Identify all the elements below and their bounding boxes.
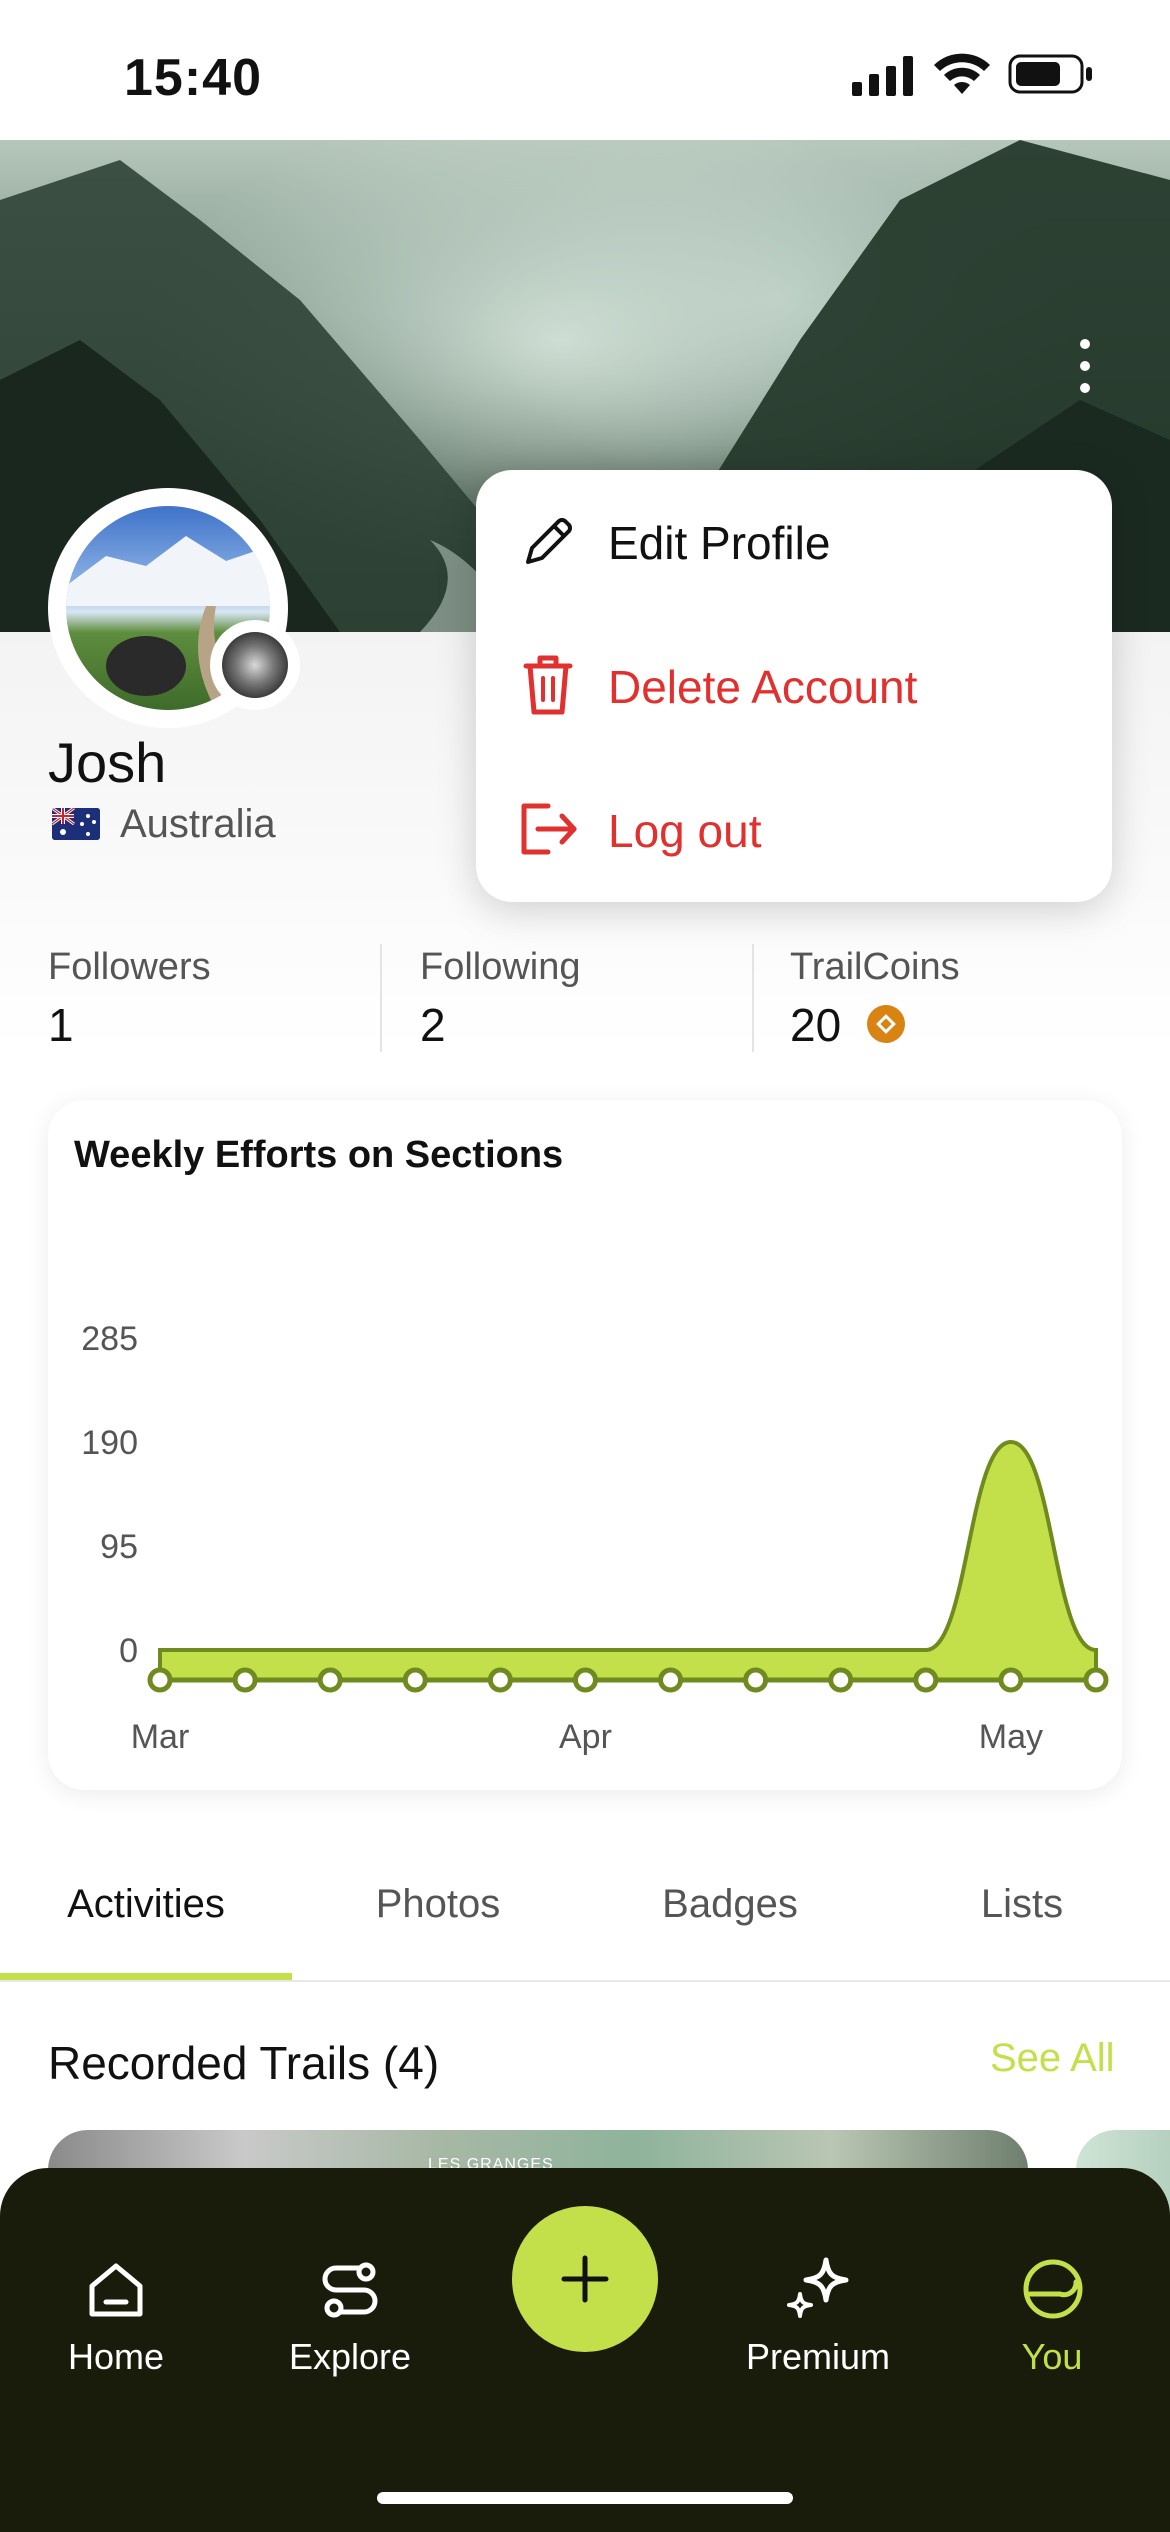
x-tick-label: Apr — [559, 1718, 612, 1756]
chart-point[interactable] — [913, 1667, 939, 1693]
more-options-icon[interactable] — [1070, 336, 1100, 396]
chart-point[interactable] — [402, 1667, 428, 1693]
australia-flag-icon — [52, 808, 100, 840]
battery-icon — [1008, 54, 1092, 94]
plus-icon — [561, 2255, 609, 2303]
helmet-you-icon[interactable] — [1020, 2256, 1086, 2322]
explore-route-icon[interactable] — [318, 2258, 382, 2322]
home-icon[interactable] — [84, 2258, 148, 2322]
vehicle-badge — [222, 632, 288, 698]
logout-icon — [521, 803, 577, 855]
recorded-trails-title: Recorded Trails (4) — [48, 2037, 440, 2089]
nav-premium-label[interactable]: Premium — [745, 2336, 891, 2377]
x-tick-label: Mar — [131, 1718, 190, 1756]
chart-point[interactable] — [317, 1667, 343, 1693]
pencil-icon — [526, 518, 572, 564]
avatar[interactable] — [66, 506, 270, 710]
add-button[interactable] — [512, 2206, 658, 2352]
following-count[interactable]: 2 — [420, 999, 446, 1051]
tabs-divider — [0, 1980, 1170, 1982]
chart-point[interactable] — [828, 1667, 854, 1693]
profile-options-menu: Edit Profile Delete Account Log out — [476, 470, 1112, 902]
see-all-link[interactable]: See All — [990, 2036, 1115, 2080]
nav-you-label[interactable]: You — [1021, 2336, 1083, 2377]
chart-point[interactable] — [743, 1667, 769, 1693]
edit-profile-menu-item[interactable]: Edit Profile — [608, 517, 831, 569]
following-label[interactable]: Following — [420, 946, 581, 988]
chart-point[interactable] — [658, 1667, 684, 1693]
chart-point[interactable] — [147, 1667, 173, 1693]
y-tick-label: 0 — [119, 1632, 138, 1670]
followers-count[interactable]: 1 — [48, 999, 74, 1051]
tab-lists[interactable]: Lists — [980, 1882, 1064, 1926]
trailcoin-icon — [867, 1005, 905, 1043]
trailcoins-label[interactable]: TrailCoins — [790, 946, 960, 988]
tab-badges[interactable]: Badges — [662, 1882, 798, 1926]
trailcoins-count[interactable]: 20 — [790, 999, 842, 1051]
nav-explore-label[interactable]: Explore — [288, 2336, 412, 2377]
chart-point[interactable] — [998, 1667, 1024, 1693]
cellular-signal-icon — [852, 56, 913, 96]
user-country: Australia — [120, 802, 276, 846]
chart-title: Weekly Efforts on Sections — [74, 1134, 564, 1176]
active-tab-indicator — [0, 1973, 292, 1980]
nav-home-label[interactable]: Home — [67, 2336, 165, 2377]
y-tick-label: 190 — [81, 1424, 138, 1462]
tab-photos[interactable]: Photos — [375, 1882, 501, 1926]
status-bar — [0, 0, 1170, 140]
chart-point[interactable] — [572, 1667, 598, 1693]
stat-divider — [752, 944, 754, 1052]
user-name: Josh — [48, 731, 167, 794]
home-indicator — [377, 2492, 793, 2504]
status-time: 15:40 — [124, 49, 262, 107]
chart-point[interactable] — [1083, 1667, 1109, 1693]
stat-divider — [380, 944, 382, 1052]
tab-activities[interactable]: Activities — [67, 1882, 225, 1926]
delete-account-menu-item[interactable]: Delete Account — [608, 661, 918, 713]
y-tick-label: 95 — [100, 1528, 138, 1566]
x-tick-label: May — [979, 1718, 1043, 1756]
wifi-icon — [934, 53, 990, 94]
trash-icon — [523, 655, 573, 715]
followers-label[interactable]: Followers — [48, 946, 211, 988]
chart-plot: 0 95 190 285 Mar Apr May — [81, 1320, 1109, 1756]
chart-area-series — [158, 1439, 1098, 1682]
sparkle-premium-icon[interactable] — [782, 2254, 854, 2324]
chart-point[interactable] — [232, 1667, 258, 1693]
y-tick-label: 285 — [81, 1320, 138, 1358]
chart-point[interactable] — [487, 1667, 513, 1693]
logout-menu-item[interactable]: Log out — [608, 805, 762, 857]
